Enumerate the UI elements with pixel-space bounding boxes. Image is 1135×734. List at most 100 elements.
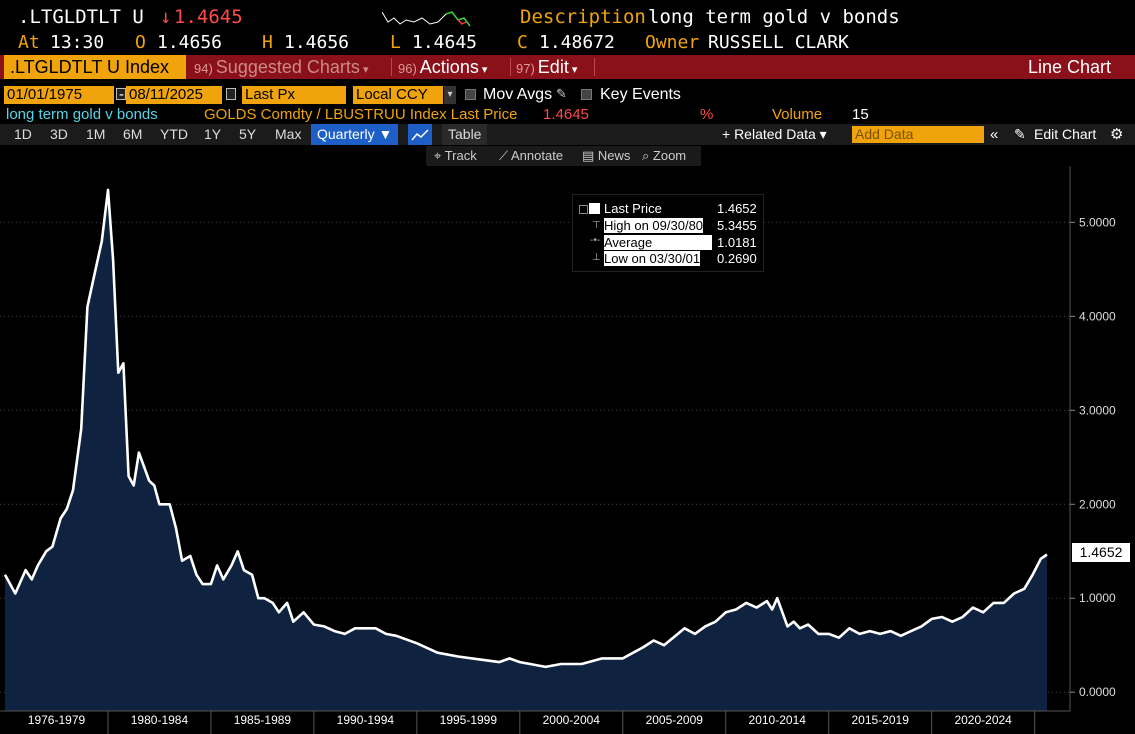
legend-last-value: 1.4652 [717, 201, 757, 216]
chart-area[interactable]: 0.0000 1.0000 2.0000 3.0000 4.0000 5.0000 197… [0, 166, 1135, 734]
area-fill [5, 189, 1047, 711]
high-value: 1.4656 [284, 32, 350, 53]
line-chart-icon[interactable] [408, 124, 432, 145]
chevron-down-icon: ▾ [568, 64, 578, 76]
end-date-field[interactable]: 08/11/2025 [126, 86, 222, 104]
series-formula: GOLDS Comdty / LBUSTRUU Index Last Price [204, 106, 518, 123]
currency-select[interactable]: Local CCY [353, 86, 443, 104]
x-tick-label: 2015-2019 [852, 713, 910, 727]
y-tick-label: 4.0000 [1079, 309, 1116, 323]
magnifier-icon: ⌕ [642, 148, 653, 163]
chevron-down-icon[interactable]: ▾ [444, 86, 456, 104]
edit-menu-number: 97) [516, 61, 535, 76]
period-6m[interactable]: 6M [123, 126, 143, 142]
calendar-icon[interactable] [226, 88, 236, 100]
legend-low-value: 0.2690 [717, 251, 757, 266]
legend-collapse-icon[interactable] [579, 205, 588, 214]
pencil-icon[interactable]: ✎ [1014, 126, 1026, 142]
edit-chart-button[interactable]: Edit Chart [1034, 126, 1097, 142]
key-events-checkbox[interactable] [581, 89, 592, 100]
y-tick-label: 5.0000 [1079, 215, 1116, 229]
suggested-charts-menu[interactable]: 94) Suggested Charts ▾ [194, 55, 368, 79]
period-max[interactable]: Max [275, 126, 302, 142]
frequency-select[interactable]: Quarterly ▼ [311, 124, 399, 145]
annotate-tool[interactable]: ⟋ Annotate [499, 146, 563, 166]
news-tool[interactable]: ▤ News [582, 146, 630, 166]
y-tick-label: 0.0000 [1079, 685, 1116, 699]
owner: RUSSELL CLARK [708, 32, 849, 53]
x-tick-label: 2010-2014 [749, 713, 807, 727]
high-marker-icon: ⊤ [592, 220, 601, 231]
news-icon: ▤ [582, 148, 598, 163]
last-price-tag: 1.4652 [1072, 543, 1130, 562]
period-3d[interactable]: 3D [50, 126, 68, 142]
low-value: 1.4645 [412, 32, 478, 53]
period-1m[interactable]: 1M [86, 126, 106, 142]
track-tool[interactable]: ⌖ Track [434, 146, 477, 166]
key-events-label: Key Events [600, 86, 681, 103]
x-tick-label: 1985-1989 [234, 713, 292, 727]
x-tick-label: 1995-1999 [440, 713, 498, 727]
ticker: .LTGLDTLT U [18, 6, 144, 28]
actions-menu-number: 96) [398, 61, 417, 76]
period-1y[interactable]: 1Y [204, 126, 222, 142]
x-axis-ticks: 1976-1979 1980-1984 1985-1989 1990-1994 1995… [28, 711, 1036, 734]
last-price: 1.4645 [174, 6, 243, 28]
open-label: O [135, 32, 146, 53]
add-data-input[interactable]: Add Data [852, 126, 984, 143]
series-value: 1.4645 [543, 106, 589, 123]
field-select[interactable]: Last Px [242, 86, 346, 104]
period-5y[interactable]: 5Y [239, 126, 257, 142]
calendar-icon[interactable] [116, 88, 126, 100]
annotate-label: Annotate [511, 148, 564, 163]
zoom-label: Zoom [652, 148, 687, 163]
legend-high-value: 5.3455 [717, 218, 757, 233]
edit-menu[interactable]: 97) Edit ▾ [516, 55, 577, 79]
actions-label: Actions [419, 57, 479, 77]
related-data-menu[interactable]: + Related Data ▾ [722, 126, 827, 142]
chevron-down-icon: ▾ [359, 64, 369, 76]
low-marker-icon: ⊥ [592, 252, 601, 263]
collapse-icon[interactable]: « [990, 126, 999, 143]
description: long term gold v bonds [648, 6, 900, 28]
period-1d[interactable]: 1D [14, 126, 32, 142]
toolbar [0, 124, 1135, 145]
table-button[interactable]: Table [442, 124, 488, 145]
description-label: Description [520, 6, 646, 28]
x-tick-label: 2000-2004 [543, 713, 601, 727]
actions-menu[interactable]: 96) Actions ▾ [398, 55, 487, 79]
track-label: Track [444, 148, 477, 163]
open-value: 1.4656 [157, 32, 223, 53]
x-tick-label: 1980-1984 [131, 713, 189, 727]
close-label: C [517, 32, 528, 53]
zoom-tool[interactable]: ⌕ Zoom [642, 146, 686, 166]
period-ytd[interactable]: YTD [160, 126, 188, 142]
tab-index[interactable]: .LTGLDTLT U Index [4, 55, 186, 79]
gear-icon[interactable]: ⚙ [1110, 126, 1124, 143]
series-name: long term gold v bonds [6, 106, 158, 123]
chart-tools-bar [426, 146, 701, 166]
close-value: 1.48672 [539, 32, 615, 53]
pencil-icon[interactable]: ✎ [556, 86, 567, 101]
volume-label: Volume [772, 106, 823, 123]
suggested-menu-number: 94) [194, 61, 213, 76]
legend-last-label: Last Price [604, 201, 662, 216]
mov-avgs-checkbox[interactable] [465, 89, 476, 100]
suggested-charts-label: Suggested Charts [215, 57, 360, 77]
legend-high-label: High on 09/30/80 [604, 218, 704, 233]
chart-type-label: Line Chart [1028, 57, 1112, 77]
y-axis-ticks: 0.0000 1.0000 2.0000 3.0000 4.0000 5.0000 [1070, 215, 1116, 699]
average-marker-icon: -•- [590, 235, 601, 246]
high-label: H [262, 32, 273, 53]
legend-average-label: Average [604, 235, 712, 250]
y-tick-label: 2.0000 [1079, 497, 1116, 511]
sparkline-icon [381, 6, 472, 33]
at-time: 13:30 [50, 32, 105, 53]
x-tick-label: 1976-1979 [28, 713, 86, 727]
mov-avgs-label: Mov Avgs [483, 86, 553, 103]
menubar: .LTGLDTLT U Index 94) Suggested Charts ▾ … [0, 55, 1135, 79]
start-date-field[interactable]: 01/01/1975 [4, 86, 114, 104]
y-tick-label: 1.0000 [1079, 591, 1116, 605]
volume-value: 15 [852, 106, 869, 123]
legend-low-label: Low on 03/30/01 [604, 251, 701, 266]
